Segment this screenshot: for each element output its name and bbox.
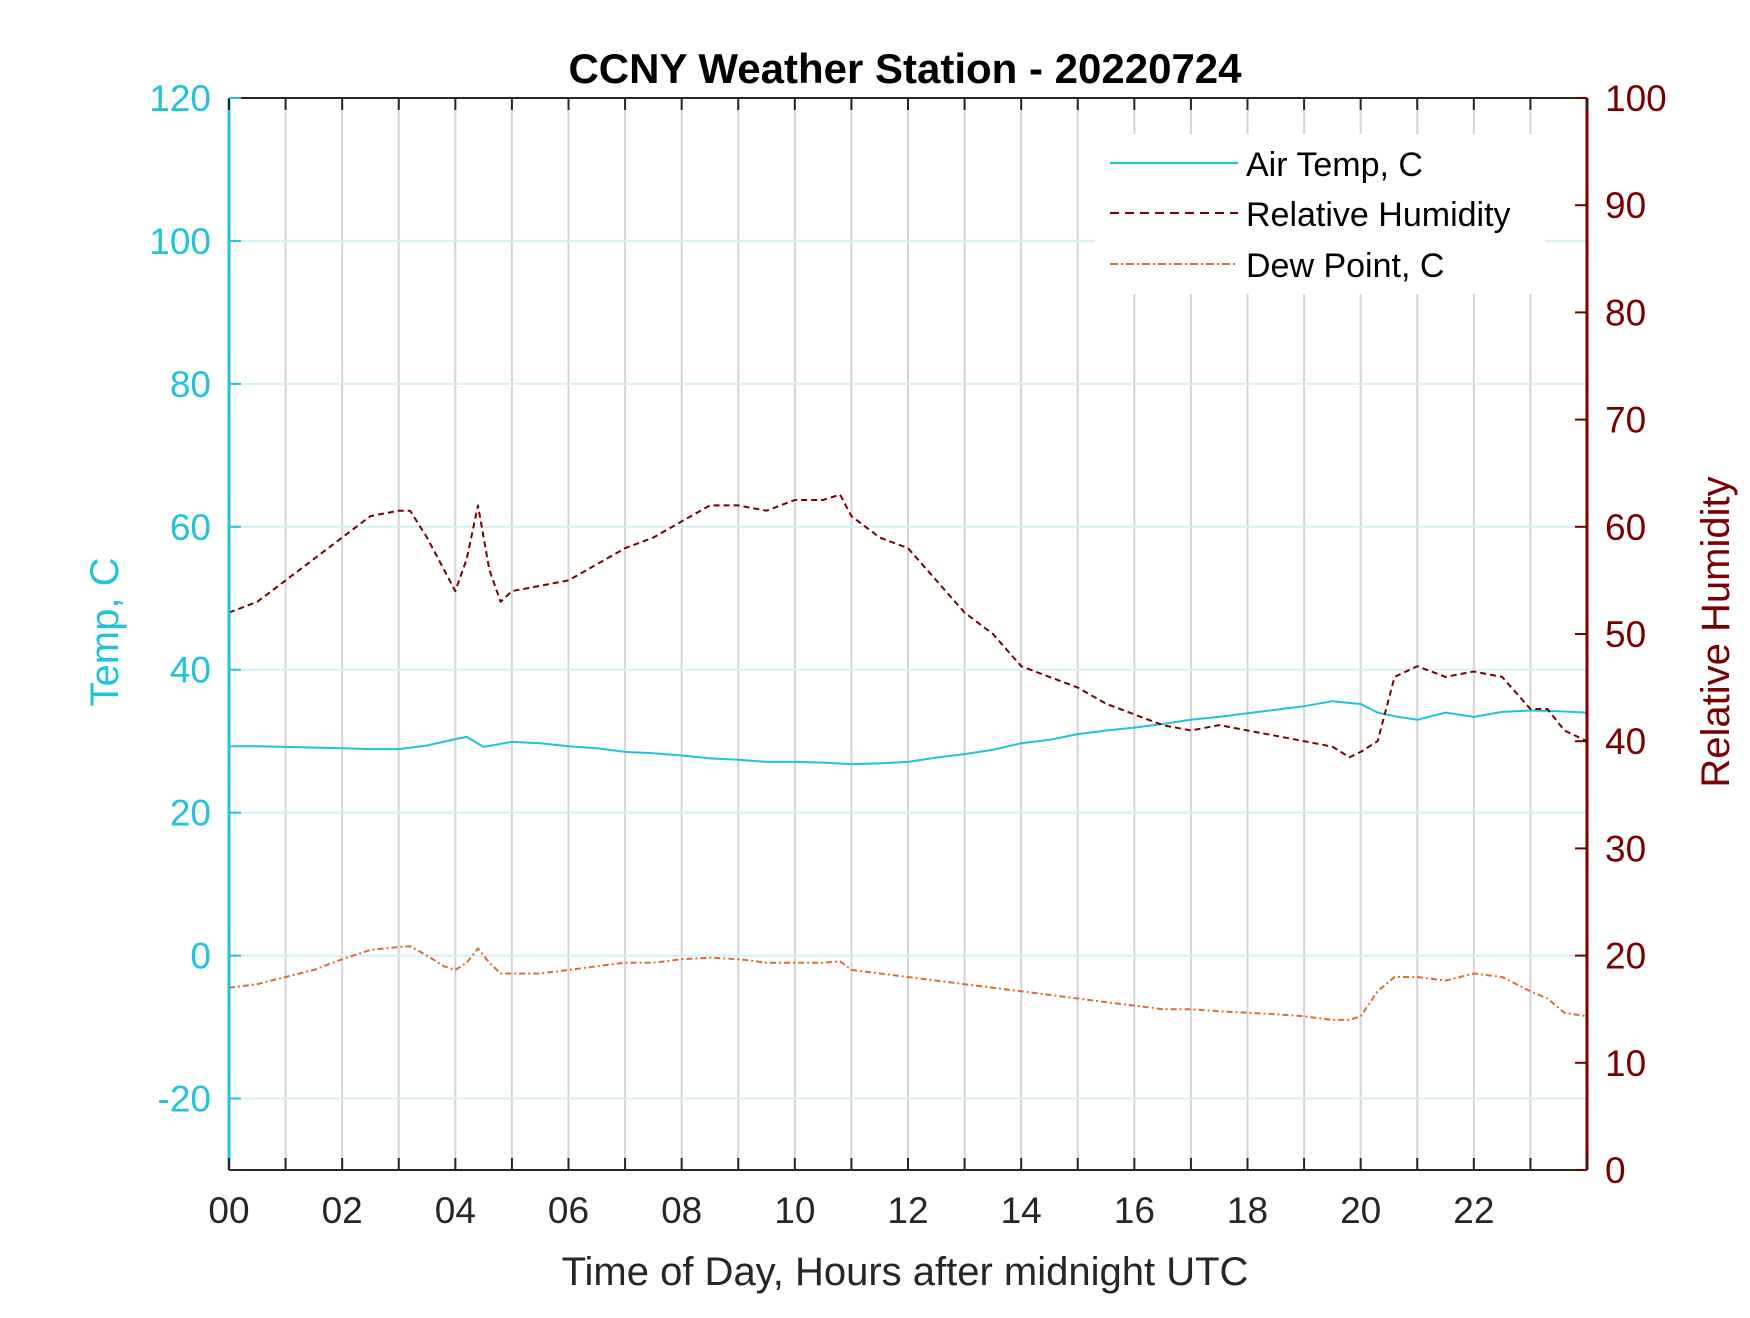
series-line-air-temp-c [229, 700, 1588, 766]
y-right-tick-label: 40 [1605, 721, 1646, 762]
x-axis-label: Time of Day, Hours after midnight UTC [562, 1250, 1249, 1294]
y-axis-right-label: Relative Humidity [1694, 476, 1738, 787]
y-left-tick-label: -20 [158, 1079, 211, 1120]
y-right-tick-label: 0 [1605, 1150, 1626, 1191]
chart-title: CCNY Weather Station - 20220724 [568, 45, 1242, 92]
y-left-tick-label: 0 [190, 936, 211, 977]
y-left-tick-label: 20 [170, 793, 211, 834]
x-tick-label: 22 [1453, 1190, 1494, 1231]
y-right-tick-label: 20 [1605, 936, 1646, 977]
axes: 00 02 04 06 08 10 12 14 16 18 20 22-200204060801001… [149, 78, 1666, 1231]
x-tick-label: 20 [1340, 1190, 1381, 1231]
x-tick-label: 16 [1114, 1190, 1155, 1231]
grid [229, 98, 1587, 1170]
y-right-tick-label: 70 [1605, 400, 1646, 441]
legend: Air Temp, C Relative Humidity Dew Point,… [1095, 134, 1545, 294]
x-tick-label: 14 [1001, 1190, 1042, 1231]
x-tick-label: 12 [887, 1190, 928, 1231]
y-right-tick-label: 60 [1605, 507, 1646, 548]
x-tick-label: 18 [1227, 1190, 1268, 1231]
y-right-tick-label: 50 [1605, 614, 1646, 655]
x-tick-label: 08 [661, 1190, 702, 1231]
legend-label-relative-humidity: Relative Humidity [1246, 196, 1511, 234]
y-right-tick-label: 100 [1605, 78, 1667, 119]
y-left-tick-label: 100 [149, 221, 211, 262]
x-tick-label: 02 [322, 1190, 363, 1231]
series-line-relative-humidity [228, 493, 1588, 759]
y-right-tick-label: 10 [1605, 1043, 1646, 1084]
legend-label-dew-point: Dew Point, C [1246, 247, 1444, 285]
y-left-tick-label: 80 [170, 364, 211, 405]
legend-label-air-temp: Air Temp, C [1246, 146, 1423, 184]
y-right-tick-label: 80 [1605, 292, 1646, 333]
y-axis-left-label: Temp, C [83, 558, 127, 707]
y-left-tick-label: 60 [170, 507, 211, 548]
x-tick-label: 10 [774, 1190, 815, 1231]
y-right-tick-label: 90 [1605, 185, 1646, 226]
y-right-tick-label: 30 [1605, 828, 1646, 869]
x-tick-label: 04 [435, 1190, 476, 1231]
y-left-tick-label: 120 [149, 78, 211, 119]
series-line-dew-point-c [228, 945, 1588, 1021]
x-tick-label: 00 [208, 1190, 249, 1231]
series-layer [228, 493, 1588, 1021]
x-tick-label: 06 [548, 1190, 589, 1231]
y-left-tick-label: 40 [170, 650, 211, 691]
